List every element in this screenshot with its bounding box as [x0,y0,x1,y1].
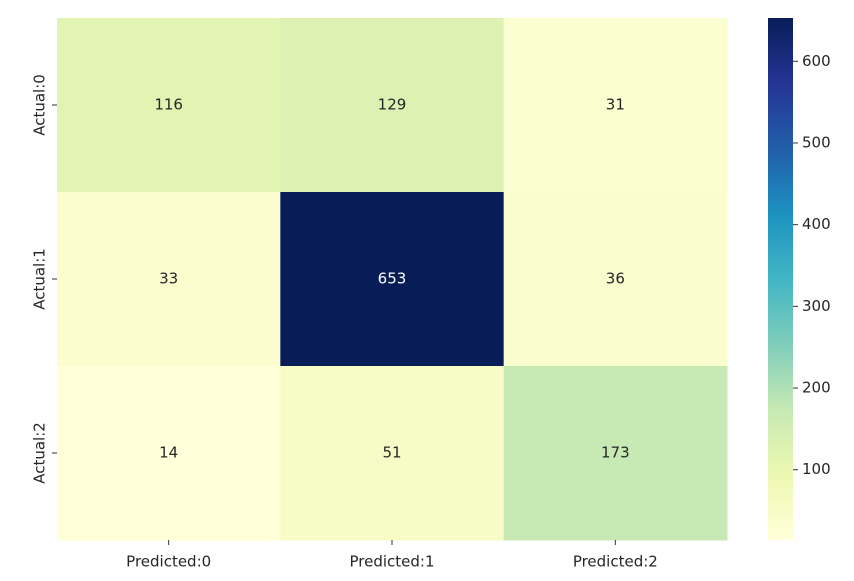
colorbar-tick-label: 200 [802,379,831,397]
heatmap-cell [280,192,505,367]
heatmap-cell [57,366,281,541]
cell-label: 33 [159,270,178,288]
cell-label: 116 [154,96,183,114]
y-tick-label: Actual:1 [31,248,49,310]
x-tick-label: Predicted:1 [349,553,434,571]
cell-label: 129 [378,96,407,114]
heatmap-cell [503,18,728,193]
heatmap-cell [280,366,505,541]
colorbar [768,18,793,540]
cell-label: 173 [601,444,630,462]
colorbar-tick-label: 600 [802,52,831,70]
cell-label: 36 [606,270,625,288]
x-tick-label: Predicted:2 [573,553,658,571]
heatmap-cell [57,192,281,367]
y-tick-label: Actual:0 [31,74,49,136]
x-tick-label: Predicted:0 [126,553,211,571]
heatmap-cell [280,18,505,193]
colorbar-tick-label: 400 [802,215,831,233]
heatmap-cell [57,18,281,193]
colorbar-tick-label: 300 [802,297,831,315]
colorbar-tick-label: 500 [802,133,831,151]
heatmap-cell [503,366,728,541]
colorbar-tick-label: 100 [802,460,831,478]
cell-label: 653 [378,270,407,288]
heatmap-cell [503,192,728,367]
cell-label: 51 [382,444,401,462]
y-tick-label: Actual:2 [31,422,49,484]
cell-label: 31 [606,96,625,114]
cell-label: 14 [159,444,178,462]
